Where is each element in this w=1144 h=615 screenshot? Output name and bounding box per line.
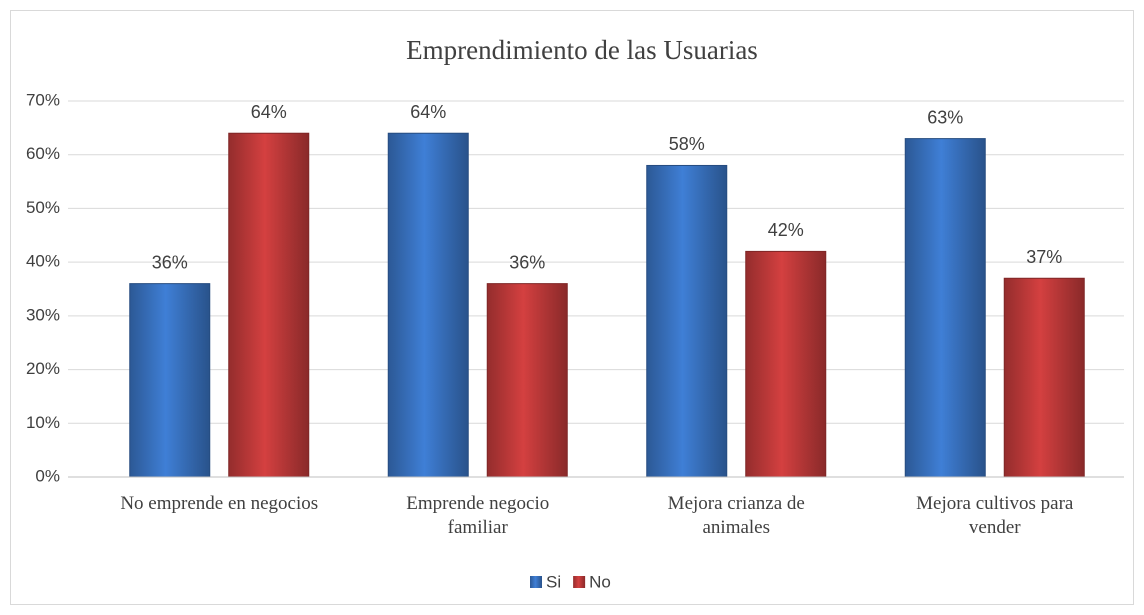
y-tick-label: 40% <box>26 252 60 271</box>
chart-title: Emprendimiento de las Usuarias <box>406 35 758 65</box>
bar <box>228 132 310 478</box>
data-label: 64% <box>251 102 287 122</box>
x-tick-label: Mejora crianza de animales <box>667 493 805 538</box>
data-label: 36% <box>509 252 545 272</box>
data-label: 36% <box>152 252 188 272</box>
x-tick-label: Mejora cultivos para vender <box>916 493 1074 538</box>
bar <box>486 283 568 478</box>
x-tick-label: Emprende negocio familiar <box>406 493 550 538</box>
legend-swatch <box>530 576 542 588</box>
data-label: 64% <box>410 102 446 122</box>
y-tick-label: 30% <box>26 305 60 324</box>
y-tick-label: 50% <box>26 198 60 217</box>
bar <box>1003 277 1085 478</box>
data-label: 42% <box>768 220 804 240</box>
bar <box>904 138 986 478</box>
legend-label: No <box>589 572 611 591</box>
bar <box>646 164 728 478</box>
bar <box>387 132 469 478</box>
x-tick-label: No emprende en negocios <box>120 493 319 514</box>
y-tick-label: 70% <box>26 90 60 109</box>
y-tick-label: 60% <box>26 144 60 163</box>
data-label: 37% <box>1026 247 1062 267</box>
y-tick-label: 10% <box>26 413 60 432</box>
legend-swatch <box>573 576 586 588</box>
y-tick-label: 20% <box>26 359 60 378</box>
data-label: 63% <box>927 107 963 127</box>
bar <box>129 283 211 478</box>
legend-label: Si <box>546 572 561 591</box>
bar <box>745 250 827 478</box>
y-tick-label: 0% <box>35 466 60 485</box>
data-label: 58% <box>669 134 705 154</box>
